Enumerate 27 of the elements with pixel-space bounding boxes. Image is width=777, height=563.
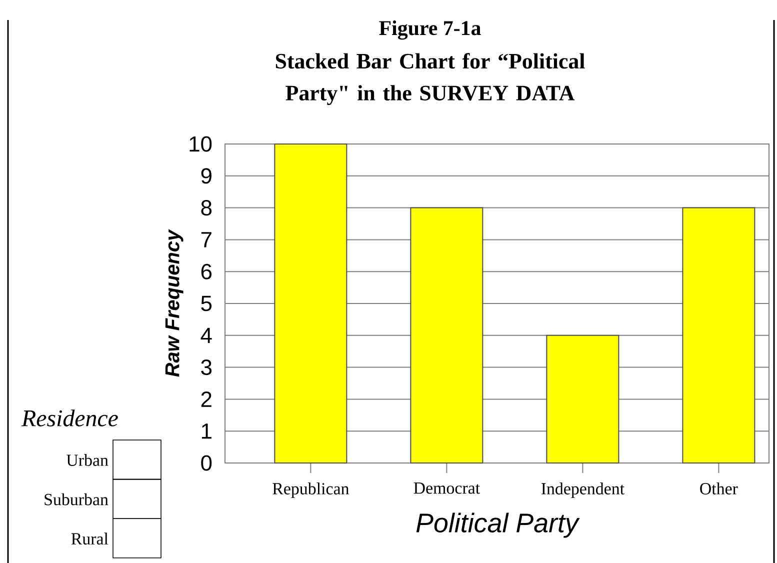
bar (682, 207, 756, 464)
y-tick-label: 7 (201, 232, 212, 248)
y-tick-label: 2 (201, 392, 212, 407)
y-tick-label: 0 (201, 455, 212, 471)
y-tick-label: 1 (202, 424, 212, 439)
x-tick-label: Republican (272, 482, 350, 498)
y-tick-label: 8 (201, 200, 212, 216)
x-tick-label: Democrat (414, 482, 480, 494)
legend-title: Residence (21, 410, 118, 426)
text: Suburban (44, 493, 108, 506)
bar (410, 207, 484, 464)
x-tick-label: Other (700, 482, 738, 494)
text: Urban (66, 454, 108, 466)
y-tick-label: 5 (201, 296, 212, 312)
chart-subtitle: Stacked Bar Chart for “Political Party" in the SURVEY DATA (276, 52, 585, 106)
y-tick-label: 3 (201, 360, 212, 376)
bar (546, 334, 620, 464)
chart-title: Figure 7-1a (379, 20, 481, 40)
x-axis-title: Political Party (416, 512, 580, 538)
bar (274, 144, 348, 464)
x-tick-label: Independent (541, 482, 624, 498)
y-tick-label: 4 (200, 328, 212, 343)
y-axis-title: Raw Frequency (165, 229, 184, 377)
y-tick-label: 6 (201, 264, 212, 280)
text: Rural (71, 532, 108, 545)
y-tick-label: 10 (190, 136, 212, 152)
y-tick-label: 9 (201, 168, 212, 184)
